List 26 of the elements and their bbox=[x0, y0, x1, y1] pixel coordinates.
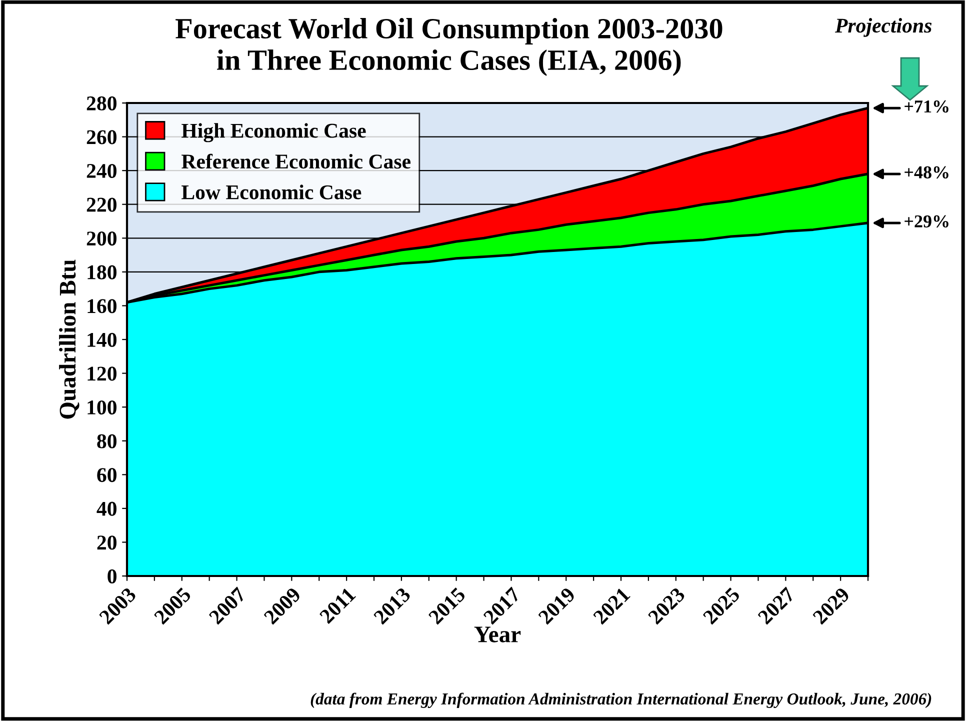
legend-label: Low Economic Case bbox=[182, 184, 362, 200]
text: +71% bbox=[904, 100, 948, 113]
text: (data from Energy Information Administration International Energy Outlook, June, 2006) bbox=[310, 692, 932, 708]
y-tick-label: 100 bbox=[88, 400, 116, 415]
x-axis-title: Year bbox=[474, 626, 521, 642]
y-axis-title: Quadrillion Btu bbox=[59, 260, 80, 419]
text: +48% bbox=[904, 166, 948, 179]
y-tick-label: 140 bbox=[88, 332, 116, 347]
y-tick-label: 20 bbox=[97, 536, 116, 550]
y-tick-label: 40 bbox=[96, 502, 116, 516]
legend-label: Reference Economic Case bbox=[182, 154, 410, 169]
y-tick-label: 220 bbox=[86, 198, 116, 212]
y-tick-label: 80 bbox=[97, 434, 116, 448]
chart-title: Forecast World Oil Consumption 2003-2030 in Three Economic Cases (EIA, 2006) bbox=[176, 18, 722, 76]
text: +29% bbox=[904, 215, 948, 228]
y-tick-label: 260 bbox=[86, 130, 116, 144]
y-tick-label: 160 bbox=[88, 299, 116, 314]
y-tick-label: 200 bbox=[86, 232, 116, 246]
legend-label: High Economic Case bbox=[182, 123, 366, 142]
y-tick-label: 240 bbox=[86, 164, 116, 178]
y-tick-label: 60 bbox=[97, 468, 116, 482]
y-tick-label: 120 bbox=[88, 366, 116, 381]
y-tick-label: 280 bbox=[86, 96, 116, 110]
text: Projections bbox=[834, 18, 932, 37]
y-tick-label: 180 bbox=[88, 265, 116, 280]
y-tick-label: 0 bbox=[108, 569, 116, 584]
